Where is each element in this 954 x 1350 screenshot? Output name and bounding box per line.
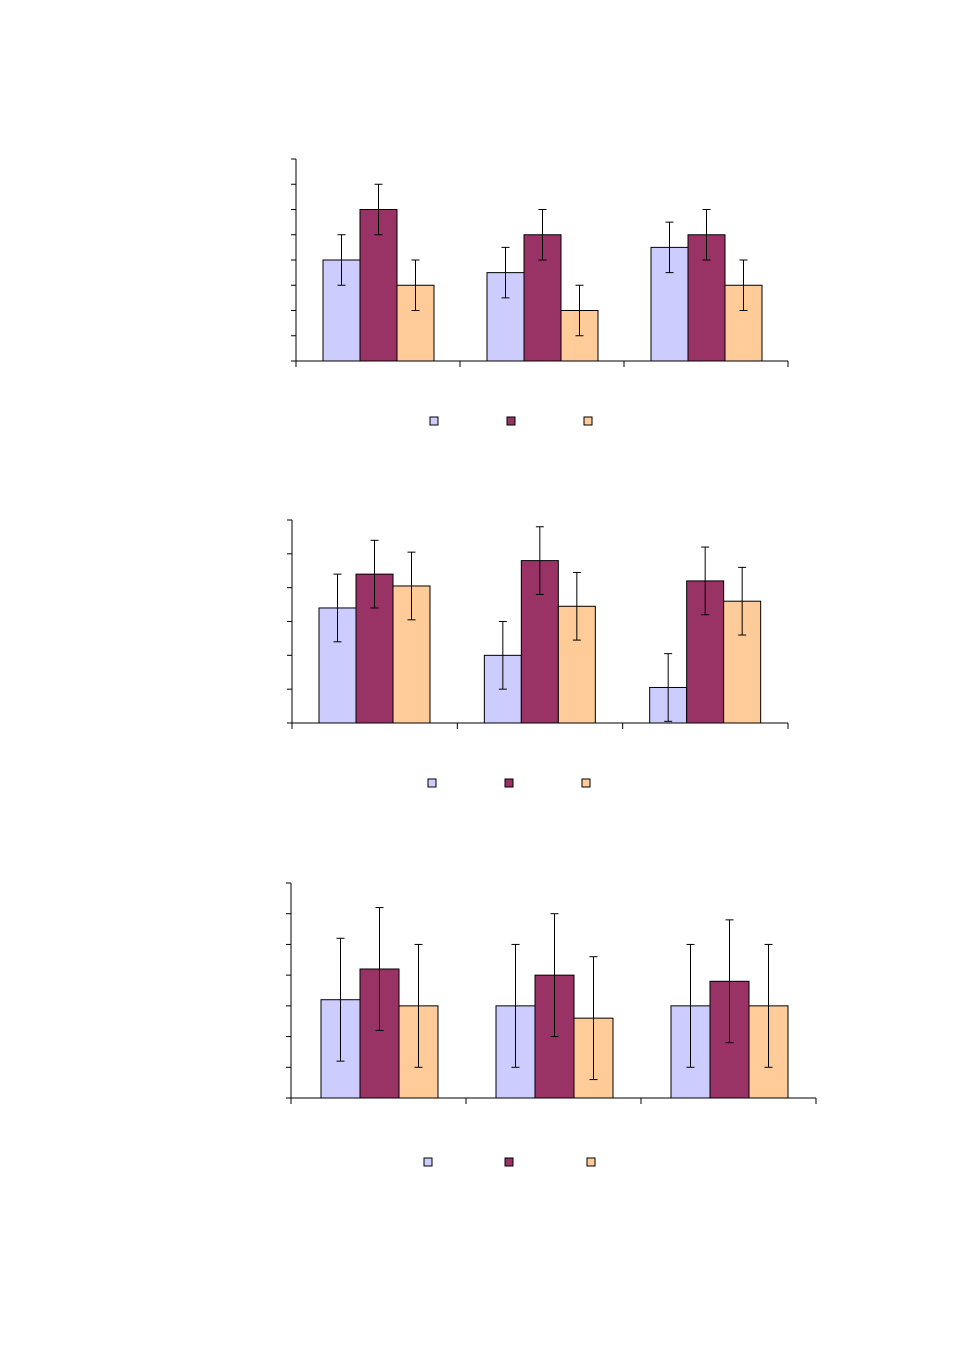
error-bar-s2-c1 [374, 183, 383, 236]
error-bar-s2-c3 [725, 919, 734, 1044]
error-bar-s3-c1 [411, 259, 420, 311]
error-bar-s1-c2 [498, 621, 507, 690]
error-bar-s2-c1 [375, 907, 384, 1031]
legend-swatch-s3 [586, 1157, 596, 1167]
legend-swatch-s3 [581, 778, 591, 788]
error-bar-s3-c2 [589, 956, 598, 1081]
legend-swatch-s3 [583, 416, 593, 426]
error-bar-s3-c1 [407, 551, 416, 621]
legend [429, 416, 593, 426]
error-bar-s1-c3 [686, 943, 695, 1068]
error-bar-s1-c2 [511, 943, 520, 1068]
legend [427, 778, 591, 788]
legend-swatch-s2 [504, 778, 514, 788]
error-bar-s2-c3 [701, 546, 710, 616]
error-bar-s1-c1 [336, 937, 345, 1062]
error-bar-s3-c1 [414, 943, 423, 1068]
error-bar-s2-c1 [370, 539, 379, 609]
legend [423, 1157, 596, 1167]
legend-swatch-s2 [506, 416, 516, 426]
error-bar-s3-c3 [739, 259, 748, 311]
error-bar-s2-c2 [550, 913, 559, 1038]
legend-swatch-s1 [423, 1157, 433, 1167]
error-bar-s1-c1 [337, 234, 346, 286]
legend-swatch-s1 [427, 778, 437, 788]
legend-swatch-s2 [504, 1157, 514, 1167]
error-bar-s3-c3 [738, 566, 747, 636]
error-bar-s1-c3 [665, 221, 674, 274]
error-bar-s2-c3 [702, 209, 711, 261]
error-bar-s2-c2 [535, 526, 544, 595]
error-bar-s3-c2 [572, 571, 581, 641]
chart-2 [287, 519, 789, 788]
chart-1 [291, 158, 789, 426]
error-bar-s1-c2 [501, 246, 510, 299]
error-bar-s2-c2 [538, 209, 547, 261]
error-bar-s1-c1 [333, 573, 342, 643]
error-bar-s1-c3 [664, 653, 673, 722]
chart-3 [286, 882, 817, 1167]
error-bar-s3-c3 [764, 943, 773, 1068]
legend-swatch-s1 [429, 416, 439, 426]
error-bar-s3-c2 [575, 284, 584, 337]
